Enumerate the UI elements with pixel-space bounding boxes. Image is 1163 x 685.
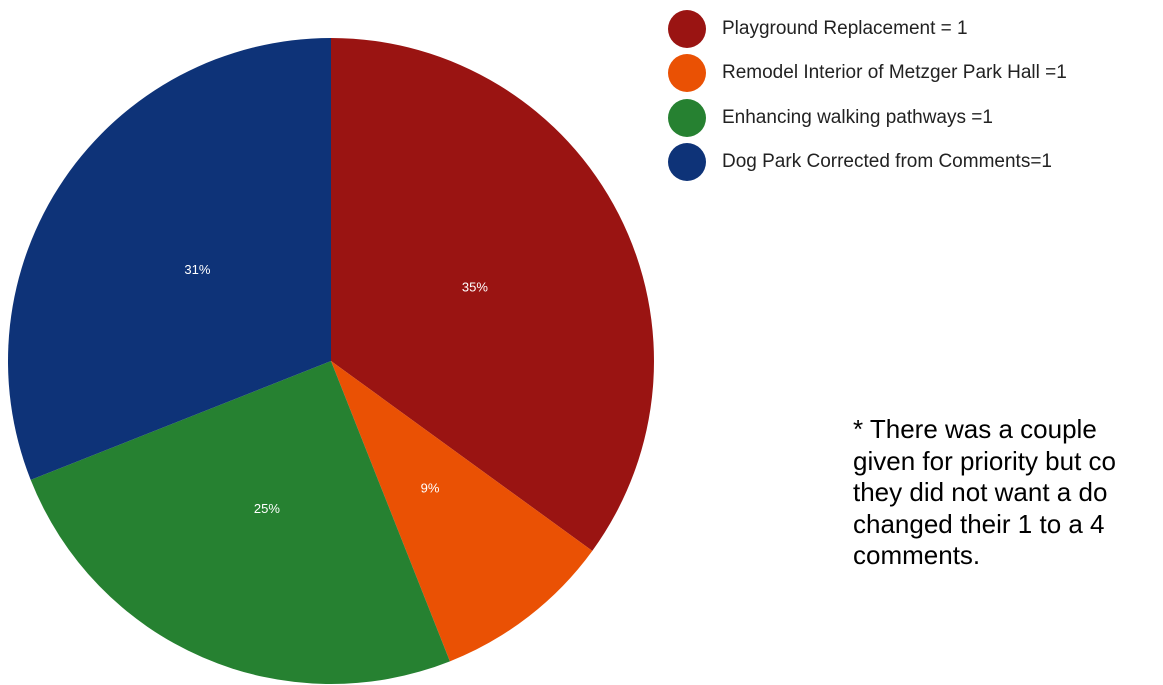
legend-item-playground[interactable]: Playground Replacement = 1 — [668, 7, 1163, 51]
legend-item-dogpark[interactable]: Dog Park Corrected from Comments=1 — [668, 140, 1163, 184]
legend-label-playground: Playground Replacement = 1 — [722, 18, 968, 40]
pie-slice-dogpark[interactable] — [7, 38, 331, 480]
pie-slice-remodel[interactable] — [331, 361, 593, 662]
footnote: * There was a couple given for priority … — [853, 414, 1163, 572]
slice-label-playground: 35% — [462, 280, 488, 295]
footnote-line: * There was a couple — [853, 414, 1097, 444]
legend-swatch-playground — [668, 10, 706, 49]
legend-swatch-remodel — [668, 54, 706, 93]
footnote-line: comments. — [853, 540, 981, 570]
slice-label-remodel: 9% — [421, 481, 440, 496]
footnote-line: given for priority but co — [853, 445, 1117, 476]
legend-swatch-dogpark — [668, 143, 706, 182]
legend-label-walking: Enhancing walking pathways =1 — [722, 106, 993, 128]
legend-item-remodel[interactable]: Remodel Interior of Metzger Park Hall =1 — [668, 51, 1163, 95]
footnote-line: they did not want a do — [853, 477, 1108, 507]
footnote-line: changed their 1 to a 4 — [853, 508, 1105, 539]
pie-chart: 35% 9% 25% 31% — [7, 38, 654, 685]
pie-slice-playground[interactable] — [331, 38, 654, 551]
legend: Playground Replacement = 1 Remodel Inter… — [668, 7, 1163, 184]
legend-label-remodel: Remodel Interior of Metzger Park Hall =1 — [722, 62, 1067, 84]
legend-item-walking[interactable]: Enhancing walking pathways =1 — [668, 96, 1163, 140]
legend-swatch-walking — [668, 98, 706, 137]
legend-label-dogpark: Dog Park Corrected from Comments=1 — [722, 151, 1052, 173]
slice-label-dogpark: 31% — [184, 262, 210, 277]
pie-slice-walking[interactable] — [30, 361, 450, 685]
slice-label-walking: 25% — [254, 501, 280, 516]
